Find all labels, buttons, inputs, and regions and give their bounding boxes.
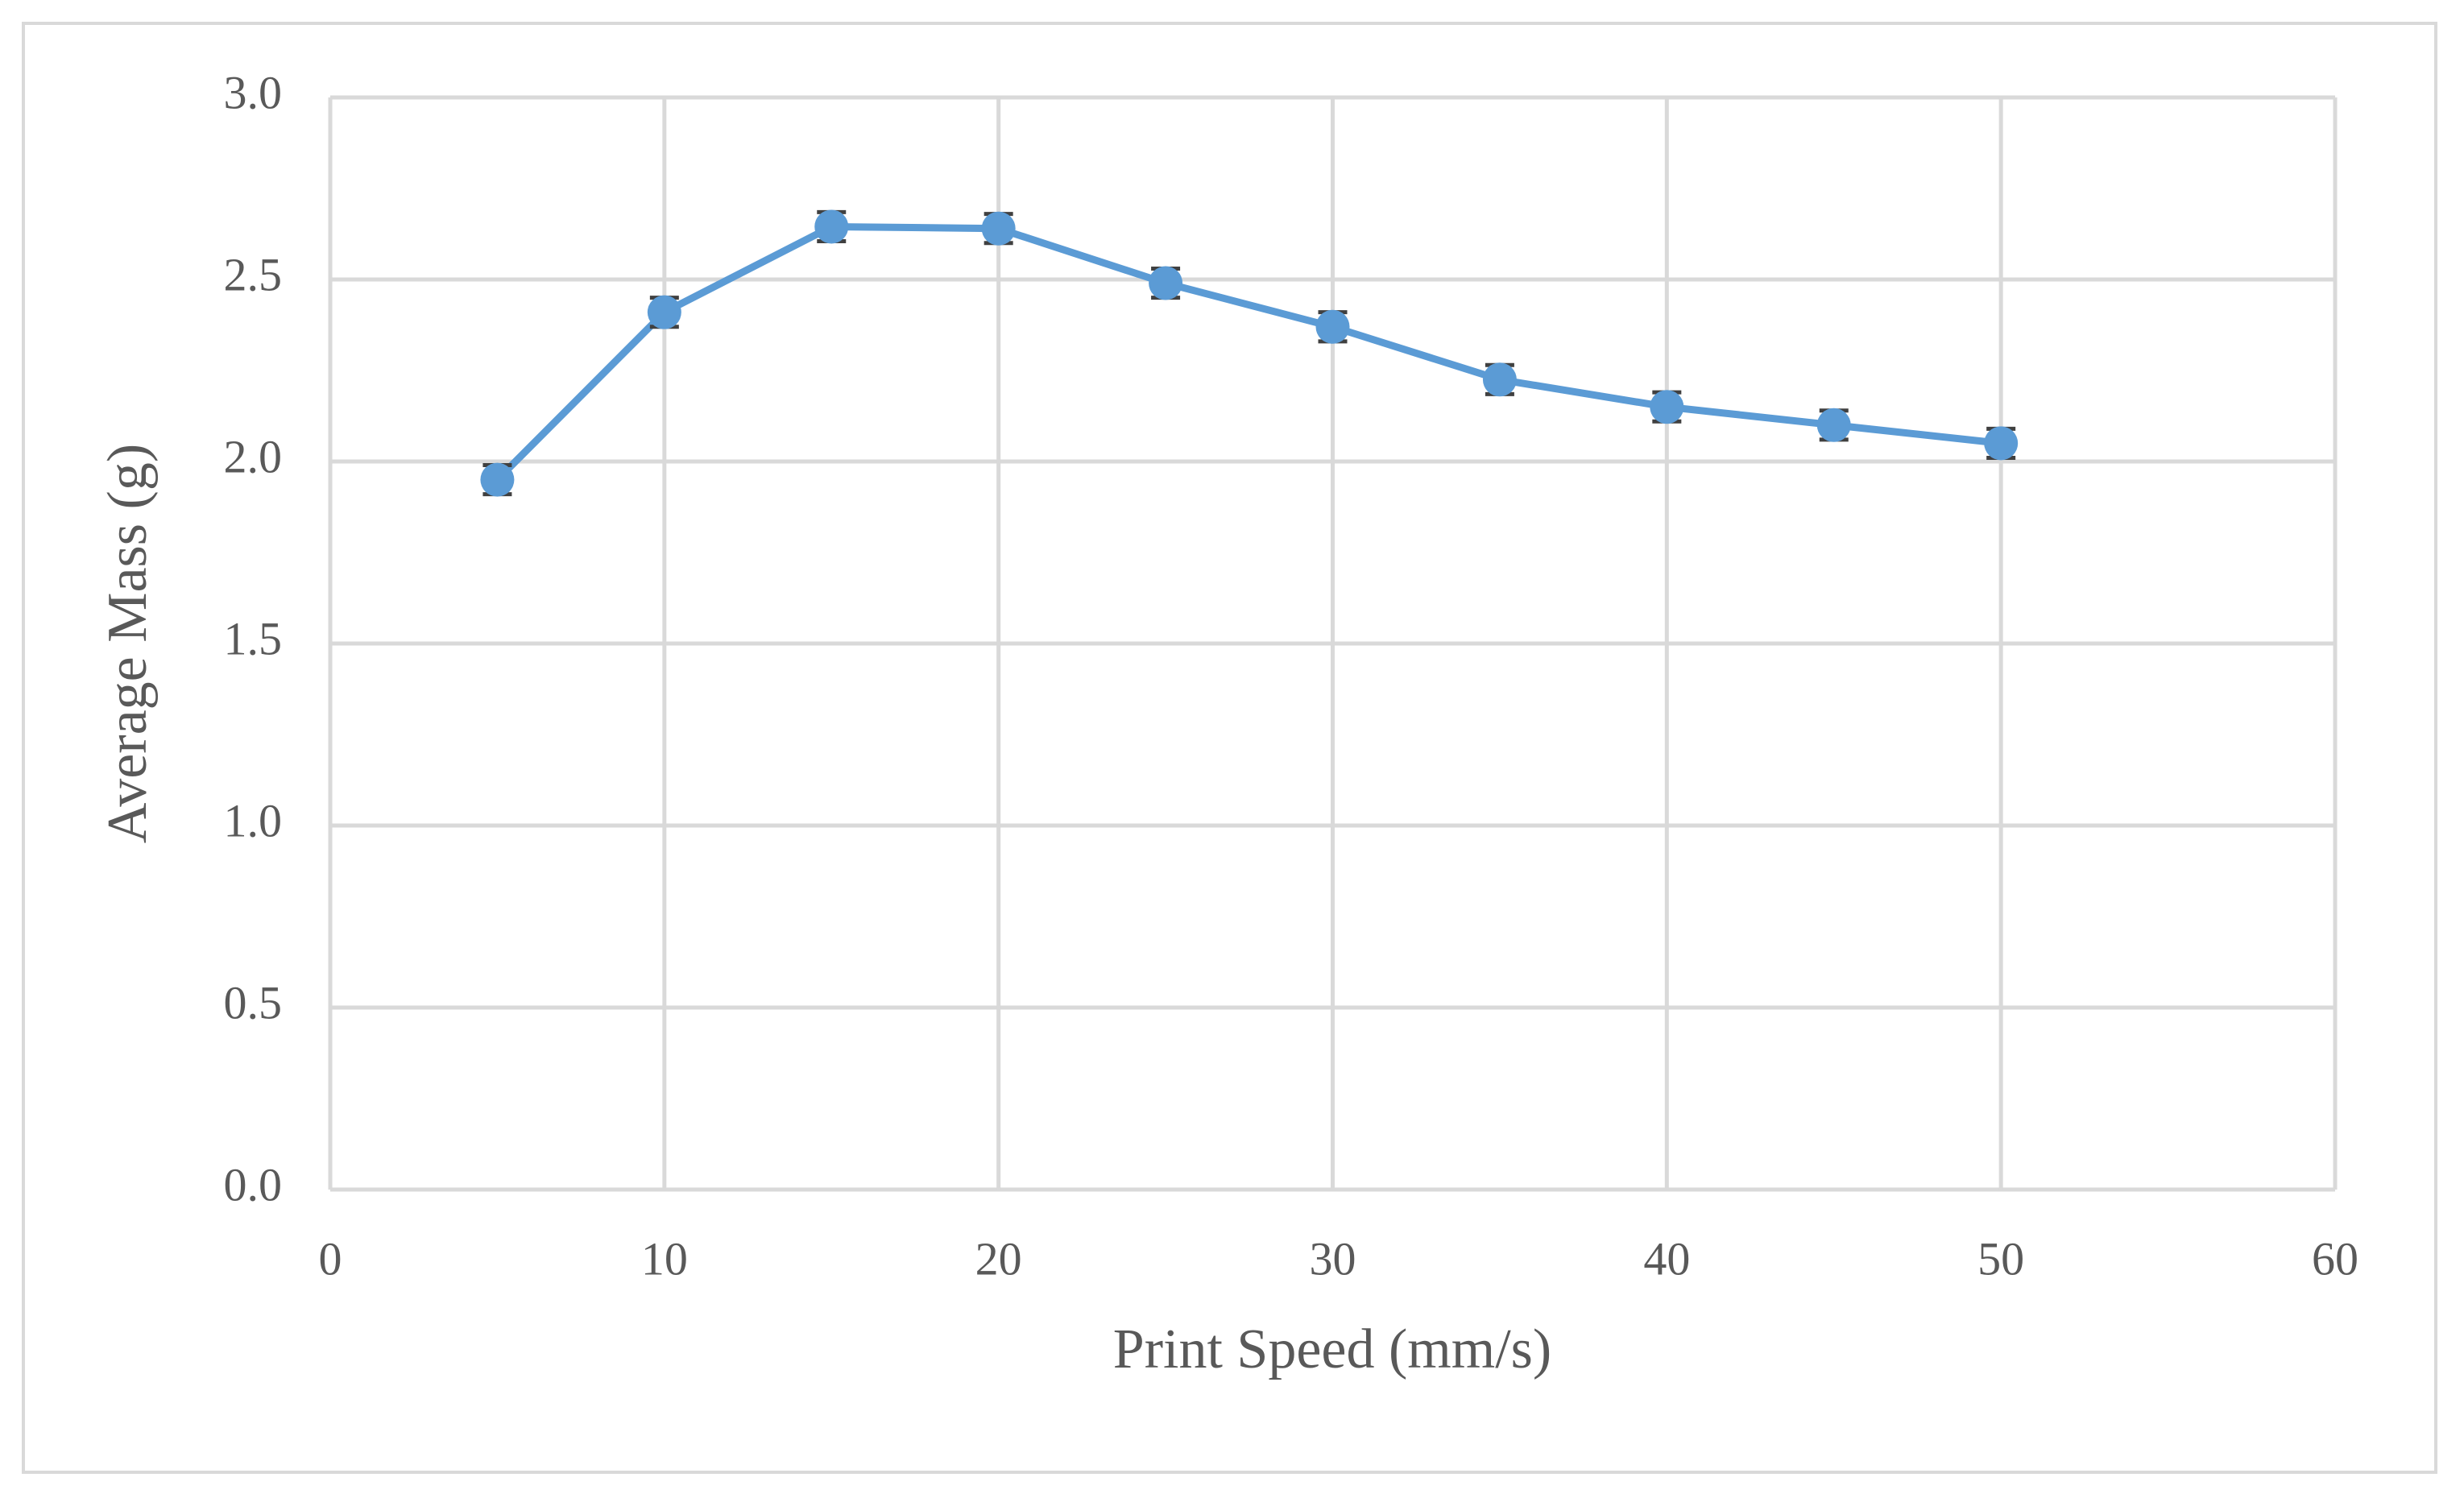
x-tick-label: 30 xyxy=(1310,1232,1356,1285)
x-axis-title: Print Speed (mm/s) xyxy=(1113,1318,1551,1380)
y-tick-label: 1.5 xyxy=(224,612,283,664)
x-tick-label: 10 xyxy=(641,1232,688,1285)
data-point xyxy=(1315,309,1350,344)
chart-border xyxy=(22,22,2437,1474)
y-tick-label: 3.0 xyxy=(224,66,283,118)
y-tick-label: 0.5 xyxy=(224,976,283,1028)
data-point xyxy=(480,462,515,497)
y-tick-label: 2.0 xyxy=(224,430,283,482)
data-point xyxy=(981,211,1016,246)
y-tick-label: 0.0 xyxy=(224,1158,283,1211)
data-point xyxy=(1816,408,1851,442)
x-tick-label: 20 xyxy=(975,1232,1022,1285)
y-tick-label: 2.5 xyxy=(224,248,283,300)
x-tick-label: 0 xyxy=(319,1232,342,1285)
y-axis-title: Average Mass (g) xyxy=(97,444,159,843)
y-tick-label: 1.0 xyxy=(224,794,283,846)
data-point xyxy=(1482,362,1517,397)
data-point xyxy=(1650,390,1684,424)
data-point xyxy=(814,209,849,244)
data-point xyxy=(1149,266,1183,300)
x-tick-label: 40 xyxy=(1643,1232,1690,1285)
x-tick-label: 50 xyxy=(1977,1232,2024,1285)
data-line xyxy=(495,222,2002,482)
data-point xyxy=(1984,426,2019,461)
data-point xyxy=(647,295,681,329)
x-tick-label: 60 xyxy=(2312,1232,2358,1285)
